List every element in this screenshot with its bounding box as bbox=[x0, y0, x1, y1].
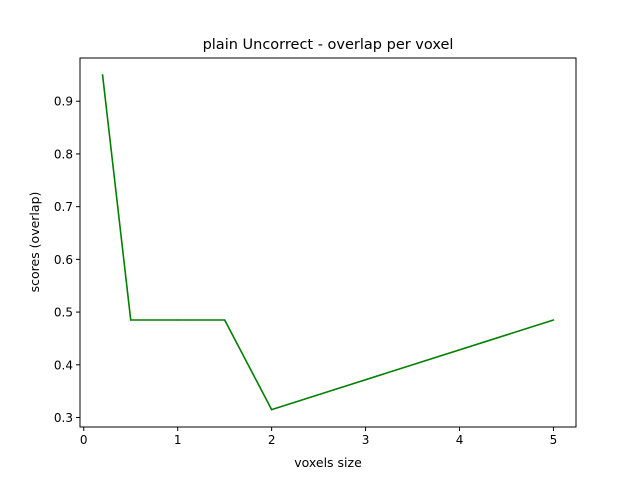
plot-area bbox=[101, 74, 555, 411]
y-axis-label: scores (overlap) bbox=[27, 192, 42, 293]
data-point bbox=[101, 74, 104, 76]
axes-frame bbox=[79, 57, 577, 428]
data-point bbox=[223, 319, 226, 321]
x-tick-label: 4 bbox=[456, 433, 464, 447]
x-tick-label: 3 bbox=[362, 433, 370, 447]
data-point bbox=[552, 319, 555, 321]
data-point bbox=[176, 319, 179, 321]
x-tick-label: 5 bbox=[550, 433, 558, 447]
y-axis: 0.3 0.4 0.5 0.6 0.7 0.8 0.9 bbox=[54, 95, 80, 425]
x-tick-label: 1 bbox=[174, 433, 182, 447]
y-tick-label: 0.7 bbox=[54, 200, 73, 214]
y-tick-label: 0.3 bbox=[54, 411, 73, 425]
y-tick-label: 0.5 bbox=[54, 306, 73, 320]
y-tick-label: 0.6 bbox=[54, 253, 73, 267]
y-tick-label: 0.4 bbox=[54, 358, 73, 372]
data-point bbox=[270, 408, 273, 411]
x-axis-label: voxels size bbox=[294, 455, 362, 470]
chart-title: plain Uncorrect - overlap per voxel bbox=[203, 37, 454, 53]
x-tick-label: 0 bbox=[80, 433, 88, 447]
y-tick-label: 0.9 bbox=[54, 95, 73, 109]
x-tick-label: 2 bbox=[268, 433, 276, 447]
y-tick-label: 0.8 bbox=[54, 147, 73, 161]
data-point bbox=[129, 319, 132, 321]
x-axis: 0 1 2 3 4 5 bbox=[80, 427, 557, 447]
series-line bbox=[101, 74, 554, 411]
